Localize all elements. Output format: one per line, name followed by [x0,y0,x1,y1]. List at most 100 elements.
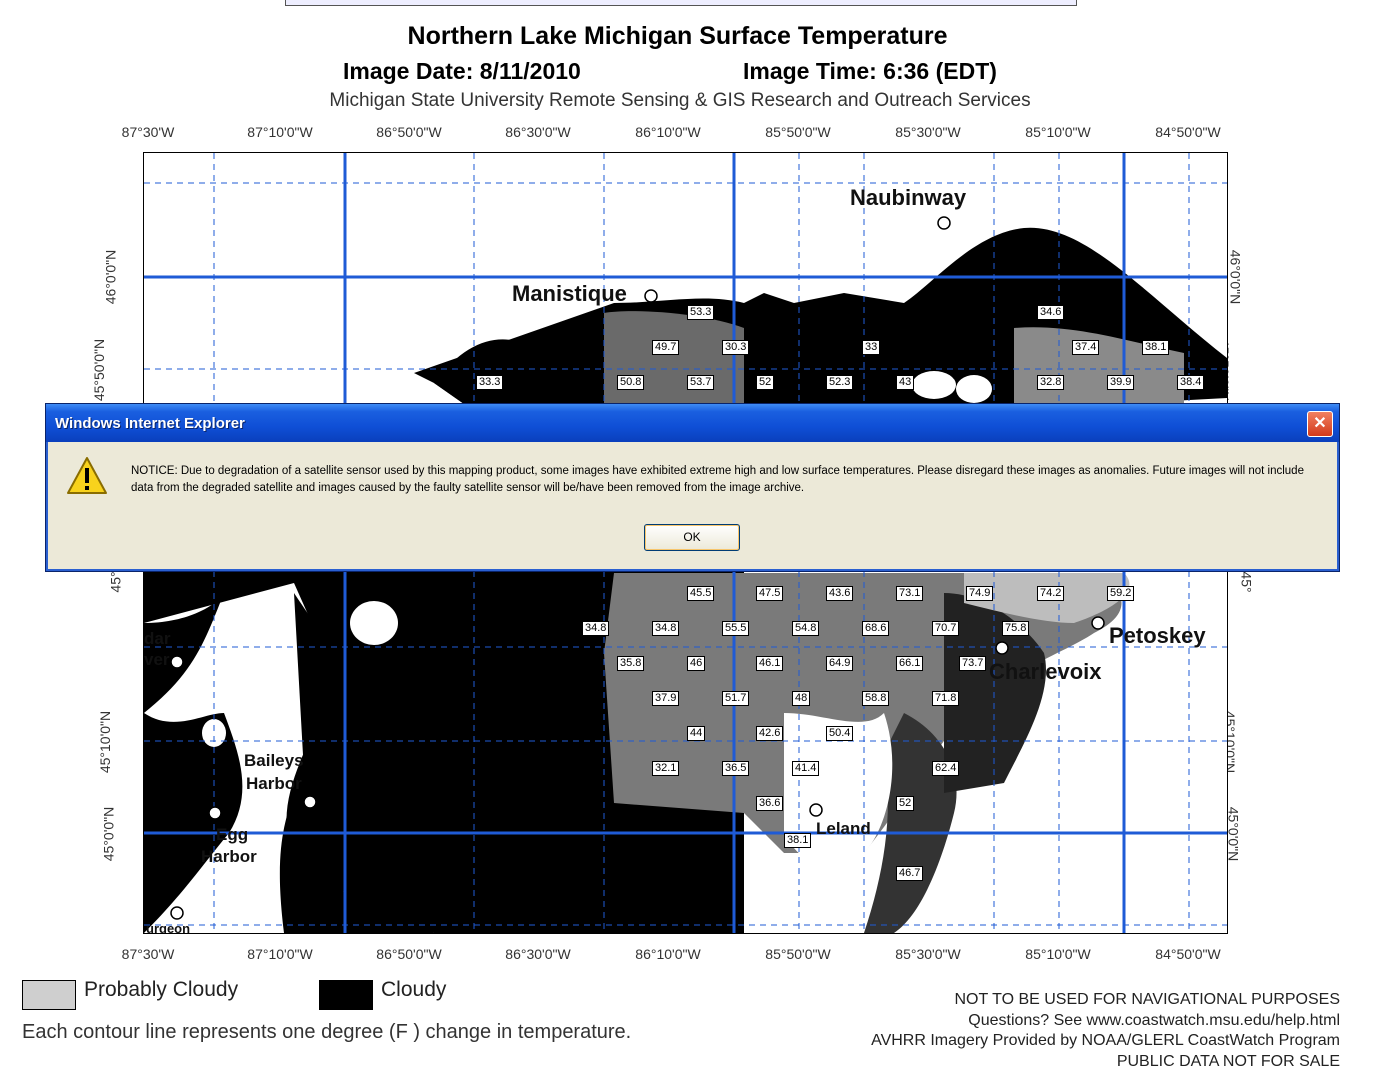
temperature-label: 34.8 [582,621,610,636]
temperature-label: 32.8 [1037,375,1065,390]
top-frame-box [285,0,1077,6]
temperature-label: 35.8 [617,656,645,671]
temperature-label: 30.3 [722,340,750,355]
city-naubinway: Naubinway [850,185,967,210]
temperature-label: 52 [756,375,775,390]
city-markers [170,216,1105,920]
temperature-label: 33.3 [476,375,504,390]
lon-label: 86°30'0"W [505,124,571,140]
city-cedar-river: dar [144,629,171,648]
temperature-label: 75.8 [1002,621,1030,636]
lon-label: 87°30'W [121,946,175,962]
disclaimer-line: Questions? See www.coastwatch.msu.edu/he… [968,1011,1340,1029]
temperature-label: 70.7 [932,621,960,636]
dialog-title: Windows Internet Explorer [55,415,245,432]
temperature-label: 37.4 [1072,340,1100,355]
lon-label: 86°10'0"W [635,124,701,140]
close-button[interactable]: ✕ [1307,411,1333,437]
city-egg-harbor: Harbor [201,847,257,866]
temperature-label: 32.1 [652,761,680,776]
lon-label: 86°10'0"W [635,946,701,962]
lon-label: 87°10'0"W [247,946,313,962]
temperature-label: 33 [862,340,881,355]
lon-label: 87°10'0"W [247,124,313,140]
temperature-label: 37.9 [652,691,680,706]
temperature-label: 50.8 [617,375,645,390]
temperature-label: 50.4 [826,726,854,741]
temperature-label: 36.5 [722,761,750,776]
temperature-label: 52.3 [826,375,854,390]
city-egg-harbor: Egg [216,825,249,844]
disclaimer-line: AVHRR Imagery Provided by NOAA/GLERL Coa… [871,1032,1340,1049]
lon-label: 87°30'W [121,124,175,140]
temperature-label: 46.1 [756,656,784,671]
bottom-longitude-labels: 87°30'W 87°10'0"W 86°50'0"W 86°30'0"W 86… [0,946,1388,966]
lon-label: 86°50'0"W [376,124,442,140]
temperature-label: 74.2 [1037,586,1065,601]
temperature-label: 36.6 [756,796,784,811]
cloudy-region [279,593,434,933]
land-patch [912,371,956,399]
image-time: Image Time: 6:36 (EDT) [743,58,997,84]
city-sturgeon-bay: urgeon [146,921,191,934]
lon-label: 85°50'0"W [765,946,831,962]
probably-cloudy-region [1014,327,1184,411]
probably-cloudy-region [604,311,744,411]
probably-cloudy-swatch [22,980,76,1010]
lat-label: 46°0'0"N [102,249,119,305]
probably-cloudy-region [944,593,1046,793]
city-baileys-harbor: Harbor [246,774,302,793]
lat-label: 45° [1238,571,1255,593]
temperature-label: 73.1 [896,586,924,601]
temperature-label: 46 [687,656,706,671]
lon-label: 84°50'0"W [1155,124,1221,140]
lon-label: 86°30'0"W [505,946,571,962]
temperature-label: 74.9 [966,586,994,601]
land-patch [350,601,398,645]
map-title: Northern Lake Michigan Surface Temperatu… [407,22,948,50]
temperature-label: 73.7 [959,656,987,671]
temperature-label: 64.9 [826,656,854,671]
temperature-label: 48 [792,691,811,706]
lon-label: 85°10'0"W [1025,124,1091,140]
disclaimer: NOT TO BE USED FOR NAVIGATIONAL PURPOSES… [871,990,1340,1072]
temperature-label: 38.1 [1142,340,1170,355]
temperature-label: 44 [687,726,706,741]
land-patch [202,719,226,747]
temperature-label: 43 [896,375,915,390]
temperature-label: 52 [896,796,915,811]
lat-label: 45°10'0"N [97,710,114,774]
temperature-label: 34.8 [652,621,680,636]
city-petoskey: Petoskey [1109,623,1206,648]
city-manistique: Manistique [512,281,627,306]
notice-message: NOTICE: Due to degradation of a satellit… [131,465,1304,494]
temperature-label: 68.6 [862,621,890,636]
credit-line: Michigan State University Remote Sensing… [329,90,1031,111]
temperature-label: 47.5 [756,586,784,601]
top-longitude-labels: 87°30'W 87°10'0"W 86°50'0"W 86°30'0"W 86… [0,124,1388,144]
land-patch [784,713,893,867]
temperature-label: 51.7 [722,691,750,706]
land-patch [956,375,992,403]
lat-label: 45° [107,571,124,593]
lat-label: 45°0'0"N [100,806,117,862]
lat-label: 45°50'0"N [91,338,108,402]
cloudy-label: Cloudy [381,978,447,1001]
temperature-label: 43.6 [826,586,854,601]
temperature-map: Naubinway Manistique Petoskey Charlevoix… [143,152,1228,934]
cloudy-region [144,593,224,713]
lon-label: 85°50'0"W [765,124,831,140]
cloudy-region [144,713,243,933]
dialog-titlebar[interactable]: Windows Internet Explorer ✕ [46,404,1339,442]
temperature-label: 42.6 [756,726,784,741]
disclaimer-line: PUBLIC DATA NOT FOR SALE [1116,1052,1340,1070]
temperature-label: 71.8 [932,691,960,706]
lon-label: 85°30'0"W [895,124,961,140]
temperature-label: 55.5 [722,621,750,636]
temperature-label: 38.4 [1177,375,1205,390]
temperature-label: 58.8 [862,691,890,706]
close-icon: ✕ [1313,415,1327,432]
temperature-label: 39.9 [1107,375,1135,390]
ok-button[interactable]: OK [644,524,740,551]
image-date: Image Date: 8/11/2010 [343,58,581,84]
